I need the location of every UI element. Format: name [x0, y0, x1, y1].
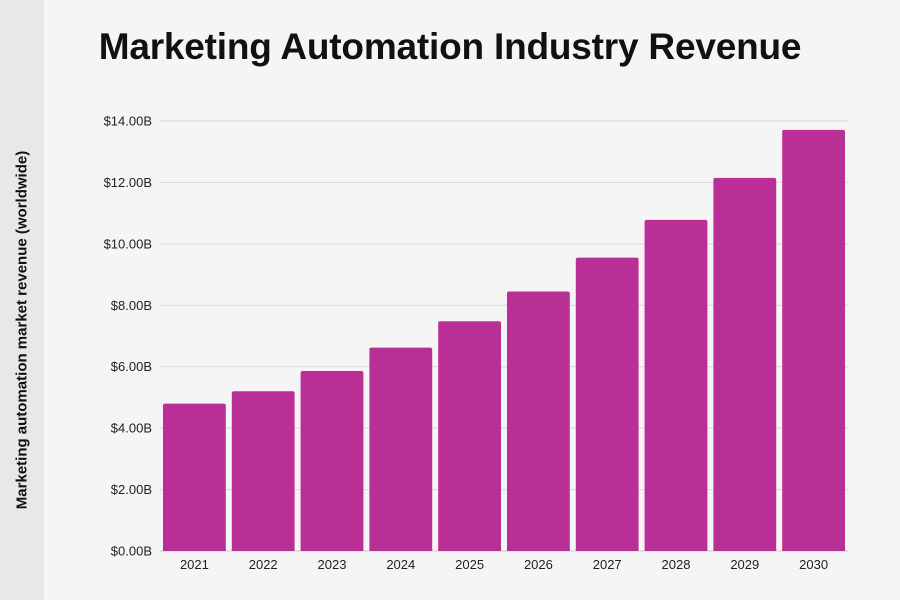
y-tick-label: $14.00B: [104, 114, 152, 129]
bar: [300, 371, 364, 551]
y-tick-label: $8.00B: [111, 298, 152, 313]
bar: [713, 177, 777, 552]
y-tick-label: $12.00B: [104, 175, 152, 190]
bar: [782, 129, 845, 551]
x-tick-label: 2023: [318, 557, 347, 572]
y-tick-label: $4.00B: [111, 421, 152, 436]
x-tick-label: 2025: [455, 557, 484, 572]
bar: [163, 403, 226, 551]
x-tick-label: 2024: [386, 557, 415, 572]
x-tick-label: 2030: [799, 557, 828, 572]
bar: [369, 347, 433, 551]
x-tick-label: 2029: [730, 557, 759, 572]
chart-title: Marketing Automation Industry Revenue: [98, 26, 802, 67]
bar: [507, 291, 570, 551]
bar: [575, 257, 639, 551]
x-tick-label: 2026: [524, 557, 553, 572]
x-tick-label: 2022: [249, 557, 278, 572]
side-band: [0, 0, 44, 600]
y-tick-label: $10.00B: [104, 236, 152, 251]
x-tick-label: 2027: [593, 557, 622, 572]
bar: [231, 391, 295, 551]
x-tick-label: 2021: [180, 557, 209, 572]
y-tick-label: $6.00B: [111, 359, 152, 374]
x-tick-label: 2028: [662, 557, 691, 572]
bar: [438, 321, 501, 551]
y-tick-label: $0.00B: [111, 544, 152, 559]
y-tick-label: $2.00B: [111, 482, 152, 497]
bar: [644, 219, 708, 551]
